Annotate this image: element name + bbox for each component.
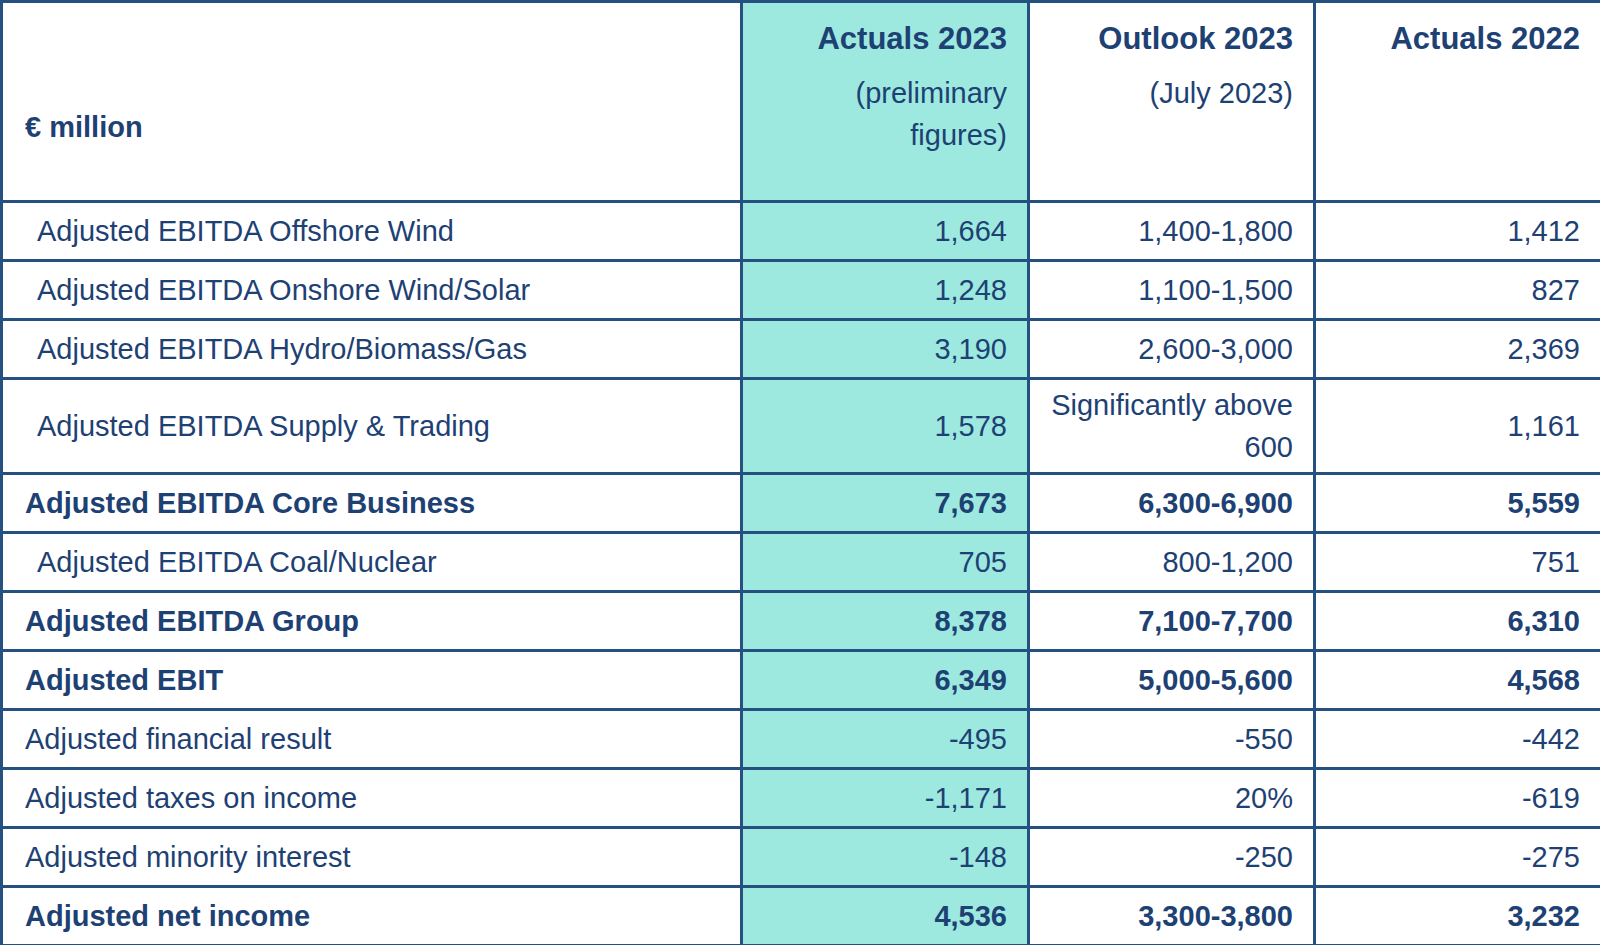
financial-results-table: € million Actuals 2023 (preliminary figu… — [0, 0, 1600, 945]
cell-outlook-2023: 1,100-1,500 — [1029, 261, 1315, 320]
cell-actuals-2023: 8,378 — [742, 592, 1029, 651]
cell-actuals-2023: 7,673 — [742, 474, 1029, 533]
table-row-supply-trading: Adjusted EBITDA Supply & Trading 1,578 S… — [2, 379, 1600, 474]
row-label: Adjusted EBITDA Coal/Nuclear — [2, 533, 742, 592]
cell-outlook-2023: 20% — [1029, 769, 1315, 828]
cell-outlook-2023: 7,100-7,700 — [1029, 592, 1315, 651]
cell-actuals-2023: 3,190 — [742, 320, 1029, 379]
cell-outlook-2023: 5,000-5,600 — [1029, 651, 1315, 710]
cell-outlook-2023: 6,300-6,900 — [1029, 474, 1315, 533]
table-row-coal-nuclear: Adjusted EBITDA Coal/Nuclear 705 800-1,2… — [2, 533, 1600, 592]
table-row-offshore-wind: Adjusted EBITDA Offshore Wind 1,664 1,40… — [2, 202, 1600, 261]
row-label: Adjusted EBITDA Group — [2, 592, 742, 651]
cell-actuals-2022: 827 — [1315, 261, 1600, 320]
column-header-actuals-2023: Actuals 2023 (preliminary figures) — [742, 2, 1029, 202]
row-label: Adjusted EBITDA Supply & Trading — [2, 379, 742, 474]
row-label: Adjusted EBITDA Onshore Wind/Solar — [2, 261, 742, 320]
cell-actuals-2023: -1,171 — [742, 769, 1029, 828]
cell-actuals-2023: -148 — [742, 828, 1029, 887]
column-header-actuals-2022: Actuals 2022 — [1315, 2, 1600, 202]
cell-actuals-2023: 1,664 — [742, 202, 1029, 261]
cell-actuals-2022: 5,559 — [1315, 474, 1600, 533]
row-label: Adjusted net income — [2, 887, 742, 945]
column-subtitle: (July 2023) — [1040, 72, 1293, 114]
table-row-taxes-on-income: Adjusted taxes on income -1,171 20% -619 — [2, 769, 1600, 828]
cell-actuals-2023: 6,349 — [742, 651, 1029, 710]
column-title: Outlook 2023 — [1040, 17, 1293, 62]
cell-actuals-2023: 1,248 — [742, 261, 1029, 320]
table-row-net-income: Adjusted net income 4,536 3,300-3,800 3,… — [2, 887, 1600, 945]
table-row-onshore-wind-solar: Adjusted EBITDA Onshore Wind/Solar 1,248… — [2, 261, 1600, 320]
cell-actuals-2022: -275 — [1315, 828, 1600, 887]
header-row: € million Actuals 2023 (preliminary figu… — [2, 2, 1600, 202]
table-row-minority-interest: Adjusted minority interest -148 -250 -27… — [2, 828, 1600, 887]
financial-results-page: € million Actuals 2023 (preliminary figu… — [0, 0, 1600, 945]
row-label: Adjusted taxes on income — [2, 769, 742, 828]
cell-actuals-2022: -619 — [1315, 769, 1600, 828]
cell-outlook-2023: -250 — [1029, 828, 1315, 887]
cell-actuals-2022: 3,232 — [1315, 887, 1600, 945]
row-label: Adjusted EBIT — [2, 651, 742, 710]
cell-actuals-2022: 1,161 — [1315, 379, 1600, 474]
row-label: Adjusted EBITDA Offshore Wind — [2, 202, 742, 261]
cell-actuals-2022: 2,369 — [1315, 320, 1600, 379]
cell-outlook-2023: 3,300-3,800 — [1029, 887, 1315, 945]
row-label: Adjusted EBITDA Core Business — [2, 474, 742, 533]
cell-actuals-2023: 4,536 — [742, 887, 1029, 945]
column-header-unit: € million — [2, 2, 742, 202]
cell-actuals-2022: 6,310 — [1315, 592, 1600, 651]
cell-actuals-2023: 705 — [742, 533, 1029, 592]
cell-outlook-2023: 800-1,200 — [1029, 533, 1315, 592]
cell-actuals-2022: 1,412 — [1315, 202, 1600, 261]
column-title: Actuals 2023 — [753, 17, 1007, 62]
table-row-hydro-biomass-gas: Adjusted EBITDA Hydro/Biomass/Gas 3,190 … — [2, 320, 1600, 379]
column-subtitle: (preliminary figures) — [753, 72, 1007, 156]
row-label: Adjusted minority interest — [2, 828, 742, 887]
row-label: Adjusted financial result — [2, 710, 742, 769]
cell-actuals-2022: 751 — [1315, 533, 1600, 592]
column-title: Actuals 2022 — [1326, 17, 1580, 62]
cell-actuals-2022: 4,568 — [1315, 651, 1600, 710]
cell-actuals-2023: -495 — [742, 710, 1029, 769]
cell-outlook-2023: Significantly above 600 — [1029, 379, 1315, 474]
table-row-ebitda-group: Adjusted EBITDA Group 8,378 7,100-7,700 … — [2, 592, 1600, 651]
table-row-adjusted-ebit: Adjusted EBIT 6,349 5,000-5,600 4,568 — [2, 651, 1600, 710]
cell-actuals-2023: 1,578 — [742, 379, 1029, 474]
table-row-core-business: Adjusted EBITDA Core Business 7,673 6,30… — [2, 474, 1600, 533]
row-label: Adjusted EBITDA Hydro/Biomass/Gas — [2, 320, 742, 379]
column-header-outlook-2023: Outlook 2023 (July 2023) — [1029, 2, 1315, 202]
cell-outlook-2023: -550 — [1029, 710, 1315, 769]
cell-actuals-2022: -442 — [1315, 710, 1600, 769]
cell-outlook-2023: 2,600-3,000 — [1029, 320, 1315, 379]
cell-outlook-2023: 1,400-1,800 — [1029, 202, 1315, 261]
table-row-financial-result: Adjusted financial result -495 -550 -442 — [2, 710, 1600, 769]
unit-label: € million — [25, 106, 730, 148]
